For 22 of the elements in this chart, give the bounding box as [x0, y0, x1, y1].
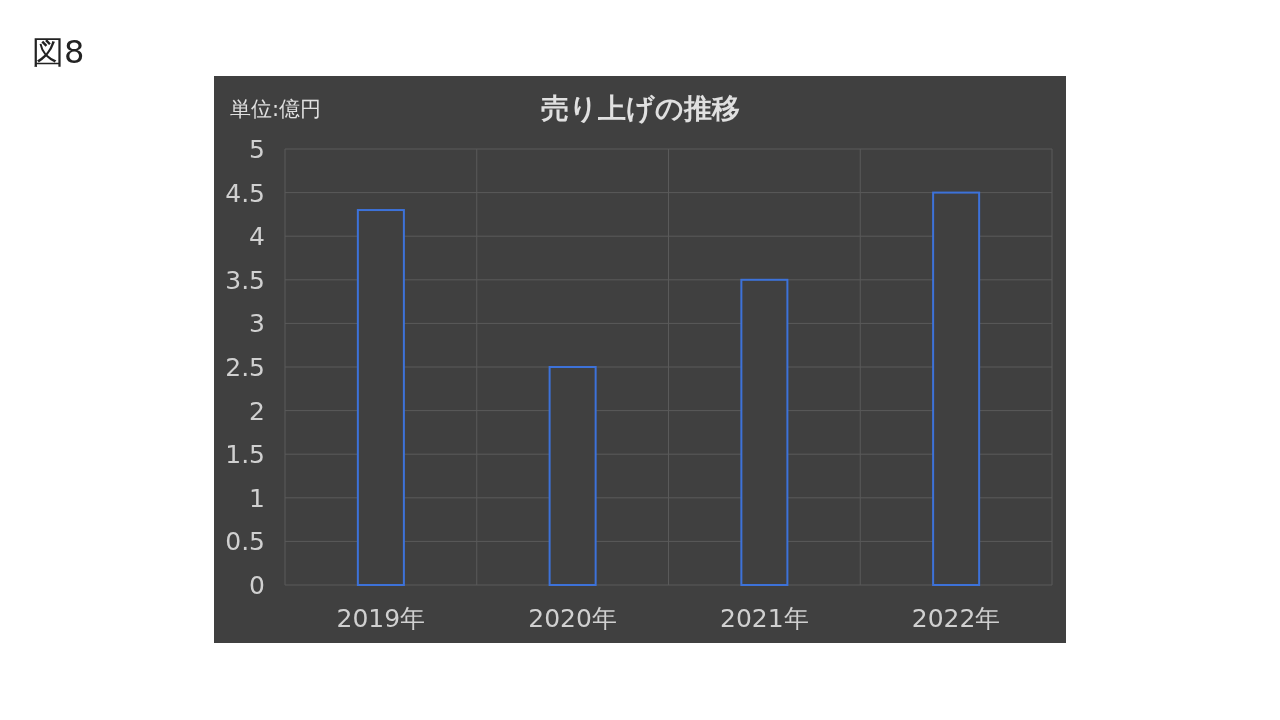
y-tick-label: 0 — [249, 571, 265, 600]
caption: 図8 — [32, 33, 85, 71]
y-tick-label: 2.5 — [225, 353, 265, 382]
x-tick-label: 2019年 — [336, 604, 426, 633]
y-axis-title: 単位:億円 — [230, 97, 322, 121]
y-tick-label: 2 — [249, 396, 265, 426]
y-tick-label: 3 — [249, 309, 265, 339]
bar — [548, 366, 597, 586]
y-tick-label: 3.5 — [225, 265, 265, 295]
bar — [932, 191, 981, 586]
y-tick-label: 4.5 — [225, 178, 265, 208]
y-tick-label: 5 — [249, 135, 265, 164]
y-tick-label: 4 — [249, 222, 265, 252]
chart-title: 売り上げの推移 — [540, 92, 740, 125]
y-tick-label: 1.5 — [225, 440, 265, 470]
bar — [740, 278, 789, 586]
bar — [356, 209, 405, 586]
y-tick-label: 0.5 — [225, 527, 265, 557]
x-tick-label: 2020年 — [528, 604, 617, 633]
x-tick-label: 2022年 — [911, 604, 1001, 633]
y-tick-label: 1 — [249, 483, 265, 513]
x-tick-label: 2021年 — [720, 604, 809, 633]
